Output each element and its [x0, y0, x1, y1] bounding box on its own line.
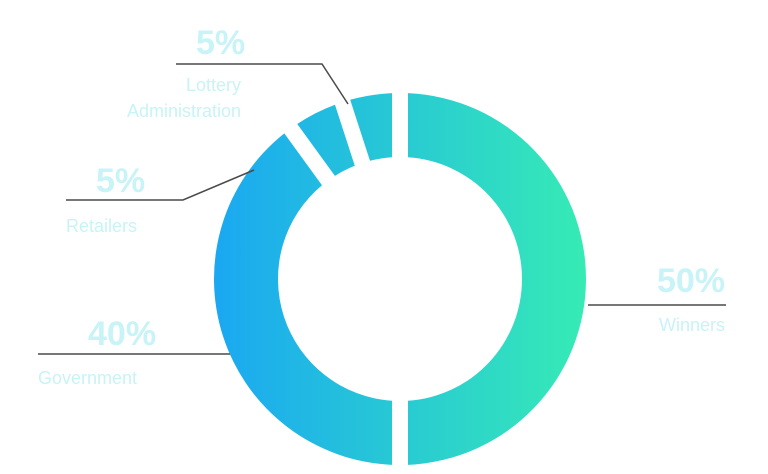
category-label-winners: Winners — [659, 315, 725, 335]
data-label-retailers-value: 5% — [96, 162, 145, 200]
slice-government — [214, 133, 393, 465]
category-label-lottery-line2: Administration — [127, 101, 241, 121]
category-label-government: Government — [38, 368, 137, 388]
data-label-government-value: 40% — [88, 315, 156, 353]
data-label-lottery-administration-value: 5% — [196, 24, 245, 62]
leader-line-lottery-administration — [176, 63, 349, 105]
data-label-winners-value: 50% — [657, 262, 725, 300]
donut-slices — [214, 93, 586, 465]
category-label-lottery-line1: Lottery — [186, 75, 241, 95]
slice-winners — [407, 93, 586, 465]
leader-line-retailers — [66, 169, 255, 201]
category-label-retailers: Retailers — [66, 216, 137, 236]
slice-lottery-administration — [350, 93, 393, 161]
slice-retailers — [297, 104, 355, 176]
